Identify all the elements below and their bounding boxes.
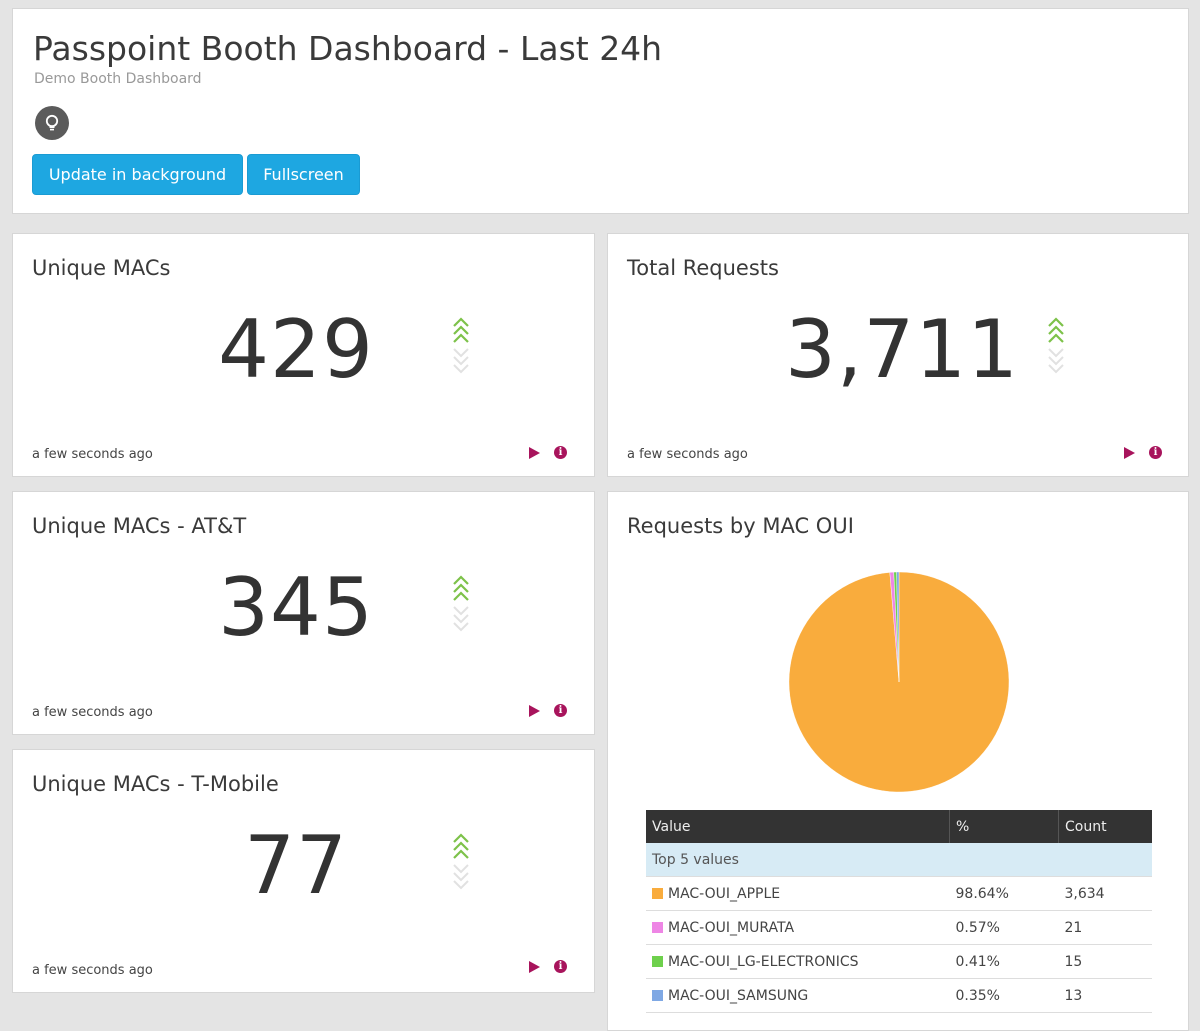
- count-cell: 15: [1058, 944, 1152, 979]
- page-subtitle: Demo Booth Dashboard: [34, 71, 202, 87]
- legend-swatch: [652, 989, 663, 1001]
- value-cell: MAC-OUI_SAMSUNG: [646, 978, 950, 1013]
- single-value: 3,711: [784, 303, 1020, 396]
- percent-cell: 0.57%: [949, 910, 1059, 945]
- trend-up-icon: [453, 575, 469, 632]
- trend-up-icon: [1048, 317, 1064, 374]
- percent-cell: 0.35%: [949, 978, 1059, 1013]
- value-label: MAC-OUI_MURATA: [668, 919, 795, 936]
- trend-up-icon: [453, 317, 469, 374]
- single-value: 77: [244, 819, 348, 912]
- table-row[interactable]: MAC-OUI_LG-ELECTRONICS 0.41% 15: [646, 944, 1152, 979]
- widget-title: Total Requests: [627, 256, 779, 280]
- value-cell: MAC-OUI_MURATA: [646, 910, 950, 945]
- legend-swatch: [652, 921, 663, 933]
- column-header-value[interactable]: Value: [646, 810, 950, 843]
- widget-unique-macs-tmobile: Unique MACs - T-Mobile 77 a few seconds …: [12, 749, 595, 993]
- group-label: Top 5 values: [646, 843, 1152, 877]
- info-icon[interactable]: i: [554, 960, 567, 973]
- table-row[interactable]: MAC-OUI_MURATA 0.57% 21: [646, 910, 1152, 945]
- widget-timestamp: a few seconds ago: [32, 705, 153, 720]
- table-group-row: Top 5 values: [646, 843, 1152, 877]
- count-cell: 3,634: [1058, 876, 1152, 911]
- info-icon[interactable]: i: [554, 704, 567, 717]
- value-label: MAC-OUI_LG-ELECTRONICS: [668, 953, 859, 970]
- legend-swatch: [652, 887, 663, 899]
- widget-title: Requests by MAC OUI: [627, 514, 854, 538]
- legend-swatch: [652, 955, 663, 967]
- widget-timestamp: a few seconds ago: [32, 963, 153, 978]
- percent-cell: 0.41%: [949, 944, 1059, 979]
- lightbulb-icon[interactable]: [35, 106, 69, 140]
- info-icon[interactable]: i: [554, 446, 567, 459]
- column-header-count[interactable]: Count: [1058, 810, 1152, 843]
- table-row[interactable]: MAC-OUI_SAMSUNG 0.35% 13: [646, 978, 1152, 1013]
- widget-requests-by-mac-oui: Requests by MAC OUI Value % Count Top 5 …: [607, 491, 1189, 1031]
- widget-title: Unique MACs - T-Mobile: [32, 772, 279, 796]
- widget-timestamp: a few seconds ago: [32, 447, 153, 462]
- widget-unique-macs: Unique MACs 429 a few seconds ago i: [12, 233, 595, 477]
- count-cell: 13: [1058, 978, 1152, 1013]
- fullscreen-button[interactable]: Fullscreen: [247, 154, 360, 195]
- widget-total-requests: Total Requests 3,711 a few seconds ago i: [607, 233, 1189, 477]
- widget-timestamp: a few seconds ago: [627, 447, 748, 462]
- single-value: 429: [218, 303, 374, 396]
- open-search-icon[interactable]: [1124, 447, 1135, 459]
- table-header-row: Value % Count: [646, 810, 1152, 843]
- dashboard-header: Passpoint Booth Dashboard - Last 24h Dem…: [12, 8, 1189, 214]
- widget-unique-macs-att: Unique MACs - AT&T 345 a few seconds ago…: [12, 491, 595, 735]
- value-label: MAC-OUI_APPLE: [668, 885, 781, 902]
- open-search-icon[interactable]: [529, 447, 540, 459]
- column-header-percent[interactable]: %: [949, 810, 1059, 843]
- open-search-icon[interactable]: [529, 961, 540, 973]
- percent-cell: 98.64%: [949, 876, 1059, 911]
- table-row[interactable]: MAC-OUI_APPLE 98.64% 3,634: [646, 876, 1152, 911]
- page-title: Passpoint Booth Dashboard - Last 24h: [33, 29, 663, 68]
- widget-title: Unique MACs - AT&T: [32, 514, 247, 538]
- widget-title: Unique MACs: [32, 256, 171, 280]
- update-in-background-button[interactable]: Update in background: [32, 154, 243, 195]
- open-search-icon[interactable]: [529, 705, 540, 717]
- pie-slice-mac-oui_samsung[interactable]: [896, 571, 900, 683]
- single-value: 345: [218, 561, 374, 654]
- trend-up-icon: [453, 833, 469, 890]
- values-table: Value % Count Top 5 values MAC-OUI_APPLE…: [646, 810, 1152, 1013]
- pie-chart: [788, 571, 1010, 793]
- count-cell: 21: [1058, 910, 1152, 945]
- value-label: MAC-OUI_SAMSUNG: [668, 987, 809, 1004]
- value-cell: MAC-OUI_LG-ELECTRONICS: [646, 944, 950, 979]
- info-icon[interactable]: i: [1149, 446, 1162, 459]
- value-cell: MAC-OUI_APPLE: [646, 876, 950, 911]
